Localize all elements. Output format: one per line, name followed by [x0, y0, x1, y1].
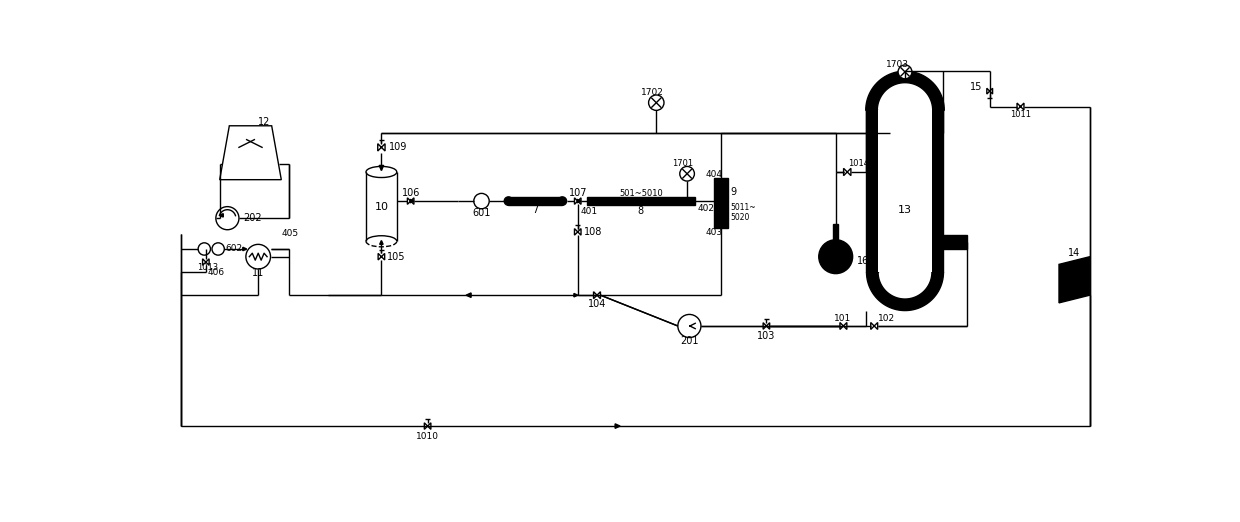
Text: 104: 104 — [588, 299, 606, 309]
Polygon shape — [408, 198, 414, 204]
Text: 13: 13 — [898, 206, 911, 216]
Text: 16: 16 — [857, 256, 869, 266]
Circle shape — [505, 197, 512, 205]
Polygon shape — [763, 323, 770, 329]
Text: 201: 201 — [681, 336, 698, 347]
Polygon shape — [243, 247, 247, 251]
Text: 1702: 1702 — [641, 88, 663, 97]
Bar — [878, 110, 932, 272]
Text: 12: 12 — [258, 117, 270, 127]
Text: 109: 109 — [389, 143, 408, 152]
Text: 601: 601 — [472, 208, 491, 218]
Polygon shape — [594, 292, 600, 299]
Polygon shape — [574, 293, 578, 297]
Bar — [714, 177, 728, 229]
Polygon shape — [987, 88, 992, 94]
Bar — [867, 110, 878, 272]
Text: 1013: 1013 — [197, 263, 218, 272]
Polygon shape — [466, 293, 471, 298]
Circle shape — [216, 207, 239, 230]
Polygon shape — [378, 253, 384, 260]
Bar — [944, 235, 967, 249]
Text: 1011: 1011 — [1011, 110, 1030, 118]
Polygon shape — [843, 168, 851, 175]
Text: 103: 103 — [758, 331, 775, 341]
Text: 202: 202 — [243, 213, 262, 223]
Text: 7: 7 — [532, 205, 538, 216]
Text: 1703: 1703 — [885, 60, 909, 69]
Polygon shape — [410, 199, 414, 203]
Circle shape — [212, 243, 224, 255]
Text: 406: 406 — [207, 268, 224, 277]
Circle shape — [818, 240, 853, 274]
Text: 1701: 1701 — [672, 159, 693, 168]
Circle shape — [474, 193, 490, 209]
Polygon shape — [379, 241, 383, 244]
Text: 15: 15 — [970, 82, 982, 92]
Circle shape — [680, 167, 694, 181]
Polygon shape — [574, 198, 582, 204]
Polygon shape — [839, 323, 847, 329]
Text: 602: 602 — [226, 244, 243, 254]
Text: 10: 10 — [374, 201, 388, 211]
Circle shape — [198, 243, 211, 255]
Polygon shape — [219, 213, 223, 217]
Circle shape — [898, 65, 911, 79]
Text: 1010: 1010 — [417, 432, 439, 442]
Polygon shape — [424, 423, 430, 430]
Polygon shape — [378, 144, 386, 151]
Bar — [508, 197, 563, 205]
Text: 401: 401 — [580, 207, 598, 216]
Polygon shape — [574, 229, 582, 235]
Text: 403: 403 — [706, 228, 723, 237]
Circle shape — [246, 244, 270, 269]
Text: 8: 8 — [637, 207, 644, 217]
Polygon shape — [219, 126, 281, 180]
Polygon shape — [867, 272, 944, 311]
Polygon shape — [870, 323, 878, 329]
Polygon shape — [379, 165, 383, 171]
Polygon shape — [1017, 103, 1024, 110]
Text: 9: 9 — [730, 187, 737, 197]
Text: 404: 404 — [706, 170, 723, 179]
Polygon shape — [615, 424, 620, 429]
Text: 1014: 1014 — [848, 159, 869, 168]
Text: 5011~: 5011~ — [730, 203, 756, 211]
Text: 101: 101 — [835, 314, 852, 323]
Polygon shape — [866, 71, 945, 110]
Text: 501~5010: 501~5010 — [619, 188, 662, 197]
Text: 11: 11 — [252, 268, 264, 278]
Circle shape — [558, 197, 567, 205]
Text: 5020: 5020 — [730, 213, 750, 222]
Text: 102: 102 — [878, 314, 895, 323]
Text: 14: 14 — [1069, 248, 1080, 258]
Bar — [587, 197, 694, 205]
Circle shape — [649, 95, 663, 110]
Text: 402: 402 — [697, 204, 714, 212]
Text: 107: 107 — [568, 188, 587, 198]
Polygon shape — [1059, 257, 1090, 303]
Text: 108: 108 — [584, 227, 603, 237]
Bar — [833, 224, 838, 240]
Text: 405: 405 — [281, 229, 299, 238]
Polygon shape — [577, 199, 582, 203]
Circle shape — [678, 314, 701, 338]
Text: 105: 105 — [387, 252, 405, 262]
Bar — [932, 110, 944, 272]
Polygon shape — [202, 259, 210, 265]
Text: 106: 106 — [402, 188, 420, 198]
